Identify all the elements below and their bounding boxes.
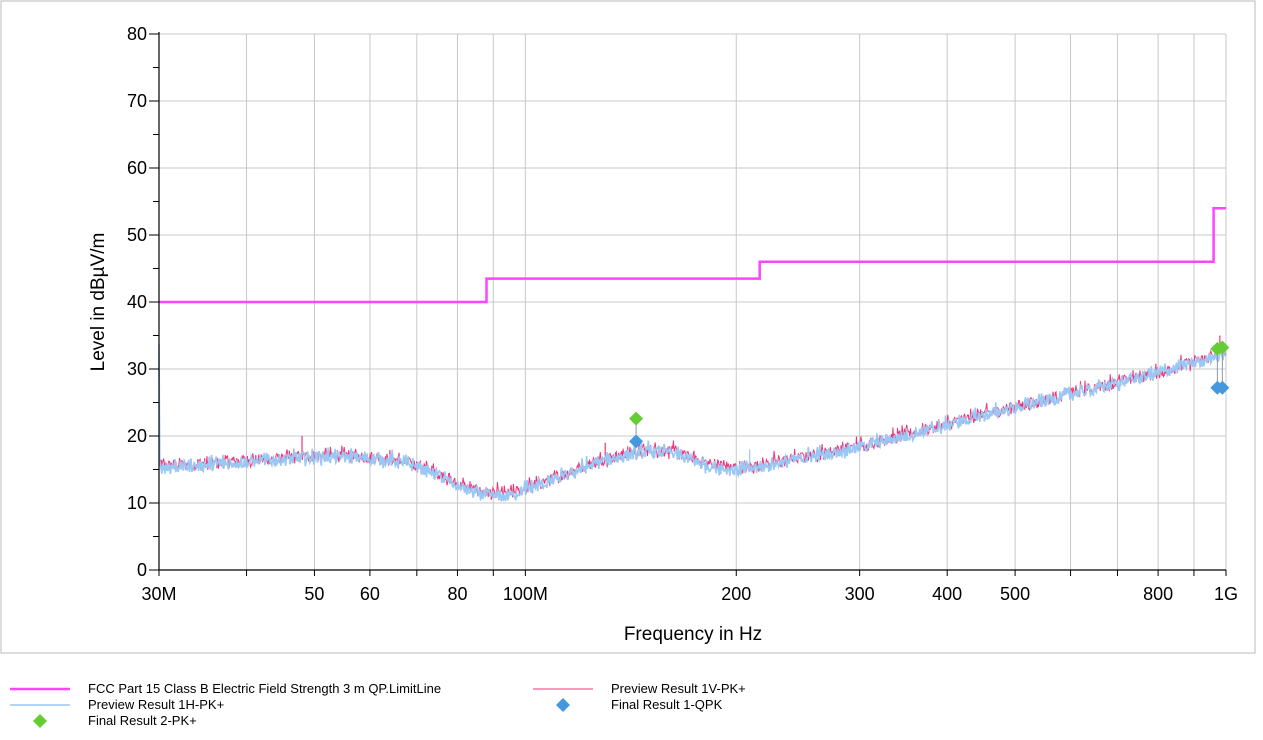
x-tick-label: 300 xyxy=(845,584,875,604)
legend-diamond-icon xyxy=(556,698,570,712)
legend-label-final-1: Final Result 1-QPK xyxy=(611,697,723,712)
y-tick-label: 10 xyxy=(127,493,147,513)
y-tick-label: 80 xyxy=(127,24,147,44)
x-tick-label: 100M xyxy=(503,584,548,604)
legend-label-preview-1v: Preview Result 1V-PK+ xyxy=(611,681,746,696)
legend-label-final-2: Final Result 2-PK+ xyxy=(88,713,197,728)
preview-1h-trace xyxy=(158,344,1227,502)
legend-label-preview-1h: Preview Result 1H-PK+ xyxy=(88,697,225,712)
legend-line-icon xyxy=(10,704,70,706)
x-tick-label: 800 xyxy=(1143,584,1173,604)
final-2-pk-marker xyxy=(629,411,644,426)
x-tick-label: 500 xyxy=(1000,584,1030,604)
y-tick-label: 60 xyxy=(127,158,147,178)
limit-line xyxy=(159,206,1226,304)
legend-line-icon xyxy=(533,688,593,690)
legend-line-icon xyxy=(10,687,70,691)
y-tick-label: 70 xyxy=(127,91,147,111)
x-tick-label: 80 xyxy=(447,584,467,604)
final-1-qpk-marker xyxy=(1215,380,1230,395)
final-2-pk-marker xyxy=(1215,340,1230,355)
x-tick-label: 1G xyxy=(1214,584,1238,604)
x-tick-label: 400 xyxy=(932,584,962,604)
x-tick-label: 30M xyxy=(141,584,176,604)
plot-axes: 0 10 20 30 40 50 60 70 80 30M 50 60 80 100M 200 300 400 5… xyxy=(127,24,1238,604)
y-tick-label: 30 xyxy=(127,359,147,379)
emission-chart: 0 10 20 30 40 50 60 70 80 30M 50 60 80 100M 200 300 400 5… xyxy=(0,0,1256,654)
y-tick-label: 0 xyxy=(137,560,147,580)
chart-frame xyxy=(0,0,1256,654)
legend: FCC Part 15 Class B Electric Field Stren… xyxy=(0,680,1263,740)
plot-series xyxy=(158,206,1230,502)
y-tick-label: 40 xyxy=(127,292,147,312)
y-tick-label: 20 xyxy=(127,426,147,446)
legend-label-limit-line: FCC Part 15 Class B Electric Field Stren… xyxy=(88,681,442,696)
x-axis-title: Frequency in Hz xyxy=(624,624,762,645)
y-axis-title: Level in dBµV/m xyxy=(88,233,109,372)
x-tick-label: 60 xyxy=(360,584,380,604)
x-tick-label: 50 xyxy=(304,584,324,604)
y-tick-label: 50 xyxy=(127,225,147,245)
legend-diamond-icon xyxy=(33,714,47,728)
final-1-qpk-marker xyxy=(629,434,644,449)
x-tick-label: 200 xyxy=(721,584,751,604)
